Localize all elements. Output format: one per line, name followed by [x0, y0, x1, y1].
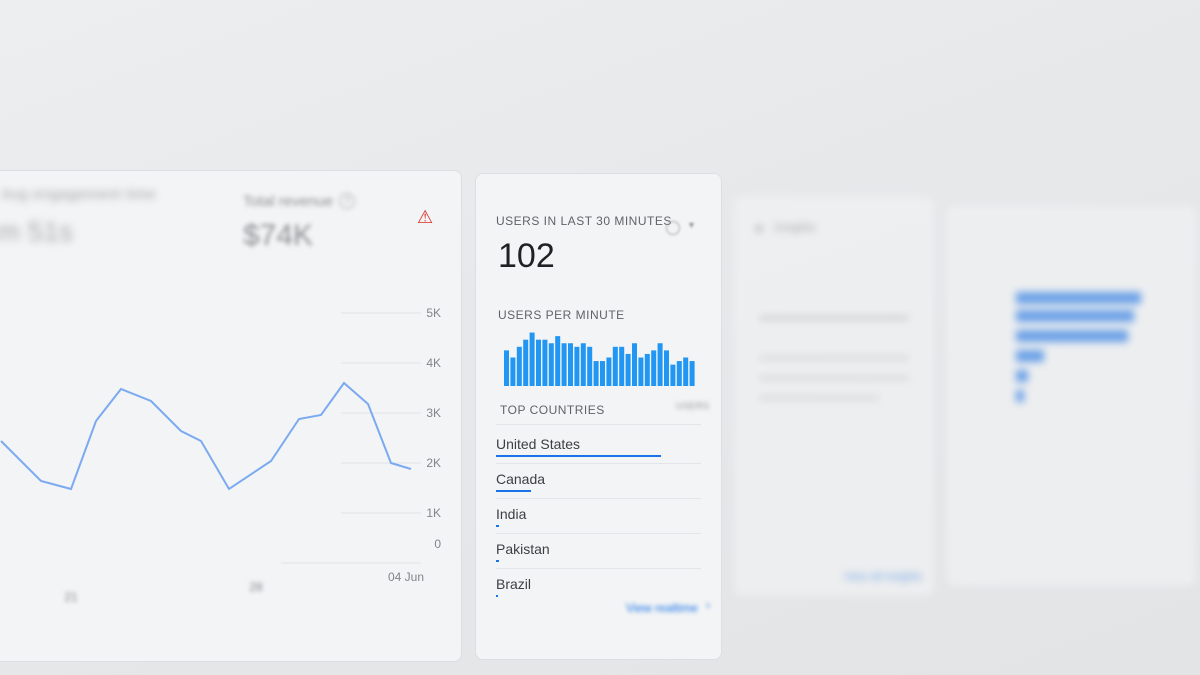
- per-minute-bar: [542, 339, 548, 386]
- insights-title: Insights: [774, 222, 816, 234]
- divider: [496, 568, 701, 569]
- realtime-title: USERS IN LAST 30 MINUTES: [496, 214, 672, 228]
- per-minute-bar: [555, 336, 561, 386]
- country-share-bar: [496, 455, 661, 457]
- per-minute-bar: [529, 332, 535, 386]
- y-tick-label: 5K: [426, 306, 441, 320]
- country-share-bar: [496, 525, 500, 527]
- y-tick-label: 3K: [426, 406, 441, 420]
- per-minute-bar: [619, 346, 625, 386]
- per-minute-bar: [504, 350, 509, 386]
- insights-icon: ✦: [754, 222, 765, 236]
- per-minute-bar: [638, 357, 644, 386]
- per-minute-bar: [593, 361, 599, 386]
- per-minute-bar: [606, 357, 612, 386]
- per-minute-bar: [676, 361, 682, 386]
- x-tick-label: 04 Jun: [388, 570, 424, 584]
- summary-card: Avg engagement time 1m 51s Total revenue…: [0, 170, 462, 662]
- per-minute-bar: [683, 357, 689, 386]
- per-minute-bar: [587, 346, 593, 386]
- per-minute-bar: [516, 346, 522, 386]
- insight-text: [759, 376, 909, 380]
- divider: [496, 533, 701, 534]
- engagement-label: Avg engagement time: [1, 186, 157, 203]
- realtime-value: 102: [498, 237, 555, 275]
- per-minute-label: USERS PER MINUTE: [498, 308, 625, 322]
- revenue-series-line: [0, 381, 412, 491]
- per-minute-bar: [632, 343, 637, 386]
- divider: [496, 463, 701, 464]
- view-insights-link[interactable]: View all insights: [844, 571, 923, 583]
- country-name[interactable]: Pakistan: [496, 541, 550, 557]
- per-minute-bar: [600, 361, 605, 386]
- view-realtime-link[interactable]: View realtime: [626, 601, 698, 615]
- engagement-value: 1m 51s: [0, 216, 73, 247]
- horizontal-bar: [1016, 370, 1028, 382]
- per-minute-bar: [510, 357, 516, 386]
- y-tick-label: 1K: [426, 506, 441, 520]
- per-minute-bar: [574, 346, 580, 386]
- revenue-value: $74K: [243, 219, 314, 252]
- horizontal-bar: [1016, 292, 1141, 304]
- country-share-bar: [496, 560, 500, 562]
- warning-triangle-icon[interactable]: ⚠: [417, 207, 434, 227]
- per-minute-bar: [644, 353, 650, 386]
- y-tick-label: 2K: [426, 456, 441, 470]
- per-minute-bar: [612, 346, 618, 386]
- help-circle-icon[interactable]: ?: [339, 193, 355, 209]
- right-card: [945, 205, 1197, 587]
- per-minute-bar: [651, 350, 657, 386]
- users-per-minute-chart: [504, 332, 695, 386]
- per-minute-bar: [625, 353, 631, 386]
- insight-text: [759, 356, 909, 360]
- horizontal-bar: [1016, 350, 1044, 362]
- insight-text: [759, 316, 909, 320]
- per-minute-bar: [568, 343, 573, 386]
- per-minute-bar: [580, 343, 586, 386]
- divider: [496, 424, 701, 425]
- horizontal-bar: [1016, 330, 1128, 342]
- horizontal-bar: [1016, 390, 1024, 402]
- divider: [496, 498, 701, 499]
- revenue-line-chart: 5K 4K 3K 2K 1K 0 21 28 04 Jun: [0, 306, 441, 604]
- x-tick-label: 21: [64, 590, 78, 604]
- country-name[interactable]: Brazil: [496, 576, 532, 592]
- top-countries-label: TOP COUNTRIES: [500, 403, 605, 417]
- x-tick-label: 28: [249, 580, 263, 594]
- country-name[interactable]: United States: [496, 436, 581, 452]
- country-share-bar: [496, 490, 531, 492]
- country-name[interactable]: Canada: [496, 471, 546, 487]
- per-minute-bar: [548, 343, 554, 386]
- per-minute-bar: [561, 343, 567, 386]
- per-minute-bar: [689, 361, 695, 386]
- chevron-down-icon[interactable]: ▼: [687, 220, 696, 230]
- per-minute-bar: [536, 339, 541, 386]
- arrow-right-icon[interactable]: ›: [706, 598, 710, 612]
- per-minute-bar: [657, 343, 663, 386]
- y-tick-label: 4K: [426, 356, 441, 370]
- users-column-header: USERS: [676, 401, 710, 411]
- realtime-card: USERS IN LAST 30 MINUTES ▼ 102 USERS PER…: [475, 173, 722, 660]
- insights-card: ✦ Insights View all insights: [733, 195, 935, 597]
- per-minute-bar: [670, 364, 676, 386]
- compare-icon[interactable]: [666, 221, 680, 235]
- y-tick-label: 0: [434, 537, 441, 551]
- revenue-label: Total revenue: [243, 193, 334, 210]
- per-minute-bar: [523, 339, 529, 386]
- insight-text: [759, 396, 879, 400]
- country-share-bar: [496, 595, 498, 597]
- horizontal-bar: [1016, 310, 1134, 322]
- per-minute-bar: [664, 350, 669, 386]
- country-name[interactable]: India: [496, 506, 527, 522]
